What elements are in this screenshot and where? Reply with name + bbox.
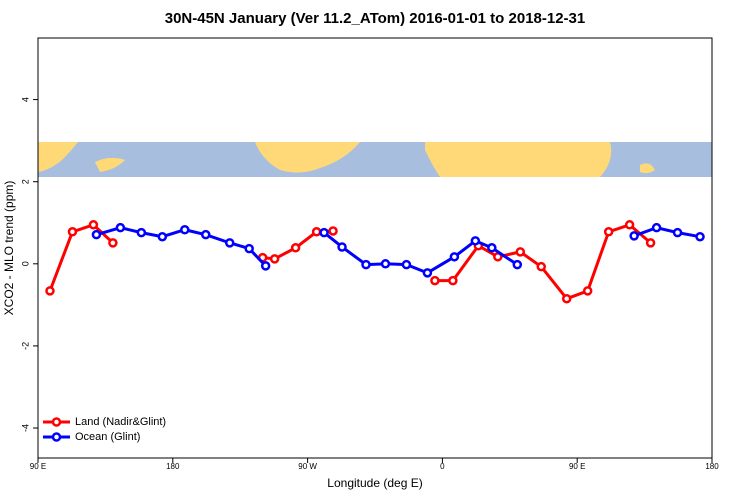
data-point	[108, 238, 118, 248]
x-tick-label: 90 E	[569, 462, 585, 471]
legend-marker	[51, 432, 62, 442]
data-point	[244, 243, 254, 254]
legend-label: Land (Nadir&Glint)	[75, 416, 166, 428]
data-point	[311, 227, 322, 237]
data-point	[157, 231, 168, 242]
data-point	[337, 242, 347, 252]
data-point	[224, 238, 235, 248]
data-point	[487, 243, 497, 253]
x-tick-label: 180	[705, 462, 719, 471]
data-point	[328, 226, 338, 236]
data-point	[582, 286, 593, 296]
y-tick-label: 0	[20, 261, 30, 266]
data-point	[624, 220, 635, 230]
data-point	[449, 252, 460, 262]
data-point	[430, 275, 440, 286]
data-point	[67, 227, 78, 237]
data-point	[260, 261, 271, 271]
data-point	[115, 222, 126, 233]
y-tick-label: 4	[20, 97, 30, 102]
y-tick-label: -2	[20, 342, 30, 350]
data-point	[361, 259, 371, 270]
data-point	[561, 293, 572, 304]
data-point	[136, 227, 147, 238]
data-point	[448, 275, 458, 286]
data-point	[515, 247, 526, 257]
x-tick-label: 0	[440, 462, 445, 471]
y-axis-label: XCO2 - MLO trend (ppm)	[2, 181, 16, 316]
legend: Land (Nadir&Glint) Ocean (Glint)	[43, 416, 166, 443]
data-point	[401, 259, 412, 270]
data-point	[629, 231, 639, 241]
y-tick-label: 2	[20, 179, 30, 184]
map-band	[38, 142, 712, 177]
x-tick-label: 90 E	[30, 462, 46, 471]
data-point	[422, 268, 433, 278]
data-point	[201, 229, 211, 240]
data-point	[672, 227, 683, 238]
y-tick-label: -4	[20, 424, 30, 432]
chart-title: 30N-45N January (Ver 11.2_ATom) 2016-01-…	[165, 10, 586, 27]
x-tick-label: 180	[166, 462, 180, 471]
data-point	[470, 236, 481, 246]
legend-marker	[51, 417, 62, 427]
data-point	[380, 259, 391, 269]
data-point	[319, 227, 329, 238]
plot-frame	[37, 37, 713, 459]
data-point	[651, 222, 662, 233]
x-axis-label: Longitude (deg E)	[327, 476, 422, 490]
data-point	[695, 231, 705, 242]
legend-label: Ocean (Glint)	[75, 431, 140, 443]
data-point	[645, 238, 656, 248]
data-point	[290, 243, 301, 253]
data-point	[91, 229, 102, 240]
data-point	[269, 254, 280, 264]
data-point	[45, 286, 55, 296]
data-point	[180, 224, 190, 235]
data-point	[88, 220, 99, 230]
x-tick-label: 90 W	[298, 462, 317, 471]
data-point	[603, 227, 614, 237]
data-point	[512, 259, 523, 270]
data-point	[536, 261, 547, 272]
